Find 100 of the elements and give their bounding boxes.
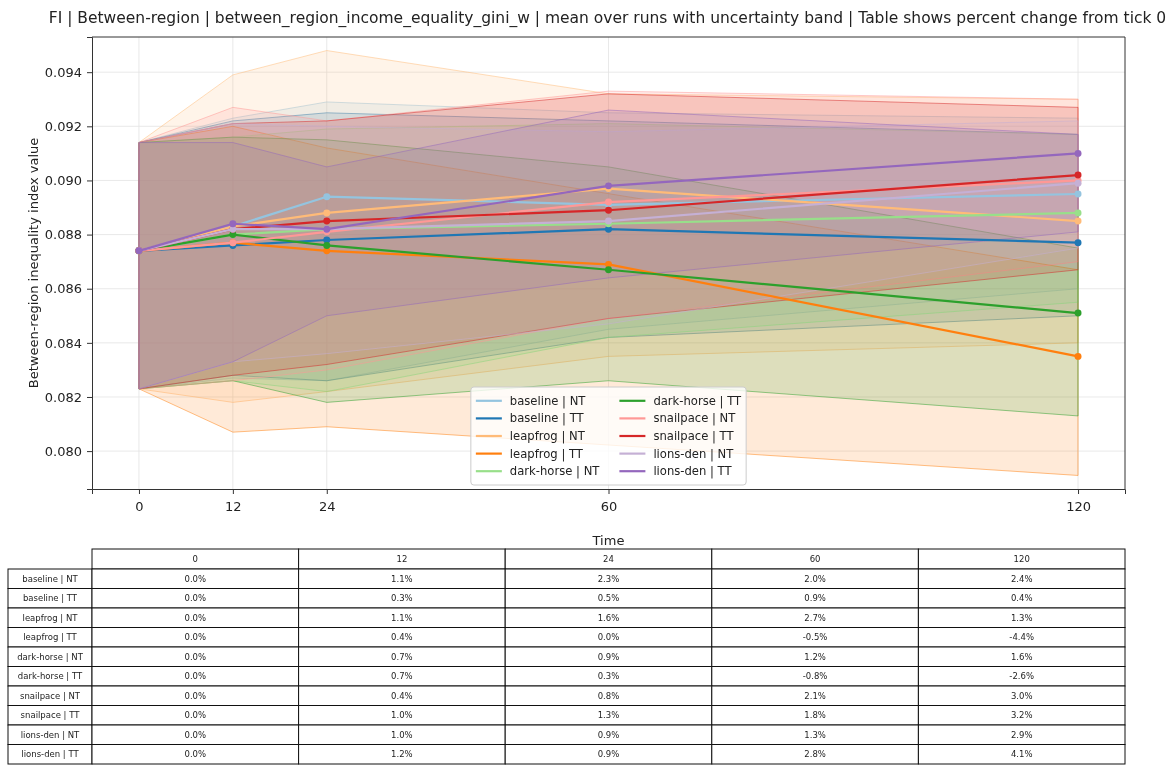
data-label: 0.9% [597,729,620,740]
point [323,209,331,217]
legend-label: lions-den | NT [653,446,735,462]
data-label: -4.4% [1009,632,1035,643]
data-label: 2.0% [804,573,826,584]
data-label: 0.5% [597,593,620,604]
data-label: 1.6% [597,612,620,623]
data-label: 0.8% [597,690,620,701]
data-label: 0.0% [184,651,207,662]
data-label: 1.2% [804,651,826,662]
data-label: 1.6% [1010,651,1033,662]
x-tick-label: 60 [809,553,821,564]
legend-label: snailpace | NT [653,411,737,427]
y-tick-label: 0.088 [44,227,82,243]
point [1074,352,1082,360]
data-label: 0.0% [184,612,207,623]
data-label: 1.0% [391,710,413,721]
point [1074,190,1082,198]
legend-label: dark-horse | NT [509,464,601,480]
data-label: 1.1% [391,573,413,584]
y-tick-label: 0.084 [44,335,82,351]
point [605,206,612,214]
y-tick-label: snailpace | NT [19,690,81,701]
data-label: 1.3% [1010,612,1033,623]
point [605,266,612,274]
data-label: -0.8% [802,671,828,682]
legend-label: lions-den | TT [653,464,733,480]
data-label: 2.3% [597,573,620,584]
data-label: -0.5% [802,632,828,643]
x-tick-label: 24 [603,553,614,564]
x-tick-label: 12 [396,553,408,564]
data-label: 0.7% [391,651,413,662]
y-tick-label: dark-horse | TT [17,671,83,682]
data-label: 1.3% [804,729,826,740]
x-tick-label: 120 [1013,553,1030,564]
x-axis-title: Time [591,533,625,548]
chart-title: FI | Between-region | between_region_income_equality_gini_w | mean over runs with uncertainty band | Table shows percent change from tick 0 [48,9,1167,28]
y-tick-label: lions-den | NT [20,729,81,740]
point [323,193,331,201]
legend-label: leapfrog | TT [509,446,584,462]
data-label: 2.9% [1010,729,1033,740]
data-label: 3.2% [1010,710,1033,721]
y-tick-label: lions-den | TT [21,749,80,760]
data-label: 1.0% [391,729,413,740]
legend-label: dark-horse | TT [653,393,743,409]
y-tick-label: snailpace | TT [20,710,81,721]
data-label: 0.9% [804,593,826,604]
y-tick-label: 0.094 [44,64,82,80]
point [323,241,331,249]
data-label: 0.9% [597,749,620,760]
data-label: 2.4% [1010,573,1033,584]
data-label: 2.8% [804,749,826,760]
y-tick-label: 0.080 [44,443,82,459]
data-label: 0.4% [391,632,413,643]
point [1074,209,1082,217]
y-tick-label: 0.086 [44,281,82,297]
point [1074,239,1082,247]
x-tick-label: 12 [225,499,242,515]
data-label: 1.8% [804,710,826,721]
data-label: 0.3% [391,593,413,604]
point [323,217,331,225]
y-tick-label: leapfrog | NT [22,612,79,623]
data-label: 0.4% [1010,593,1033,604]
y-tick-label: 0.090 [44,173,82,189]
data-label: 3.0% [1010,690,1033,701]
y-tick-label: dark-horse | NT [17,651,84,662]
data-label: 0.0% [184,749,207,760]
data-label: 0.9% [597,651,620,662]
data-label: -2.6% [1009,671,1035,682]
y-tick-label: leapfrog | TT [23,632,78,643]
data-label: 0.0% [184,710,207,721]
point [1074,309,1082,317]
data-label: 1.2% [391,749,413,760]
y-tick-label: baseline | TT [22,593,78,604]
data-label: 4.1% [1010,749,1033,760]
data-label: 1.3% [597,710,620,721]
point [1074,149,1082,157]
y-axis-title: Between-region inequality index value [26,137,41,389]
data-label: 0.4% [391,690,413,701]
x-tick-label: 0 [192,553,199,564]
data-label: 0.0% [184,632,207,643]
data-label: 1.1% [391,612,413,623]
x-tick-label: 24 [319,499,336,515]
data-label: 0.7% [391,671,413,682]
legend-label: baseline | TT [509,411,585,427]
data-label: 0.0% [184,729,207,740]
legend-label: leapfrog | NT [509,429,586,445]
data-label: 2.7% [804,612,826,623]
x-tick-label: 60 [600,499,618,515]
legend-label: baseline | NT [509,393,587,409]
x-tick-label: 0 [135,499,144,515]
data-label: 0.0% [184,690,207,701]
y-tick-label: baseline | NT [22,573,79,584]
point [1074,217,1082,225]
data-label: 0.0% [184,573,207,584]
y-tick-label: 0.082 [44,389,82,405]
y-tick-label: 0.092 [44,118,82,134]
data-label: 0.3% [597,671,620,682]
data-label: 0.0% [184,671,207,682]
data-label: 2.1% [804,690,826,701]
